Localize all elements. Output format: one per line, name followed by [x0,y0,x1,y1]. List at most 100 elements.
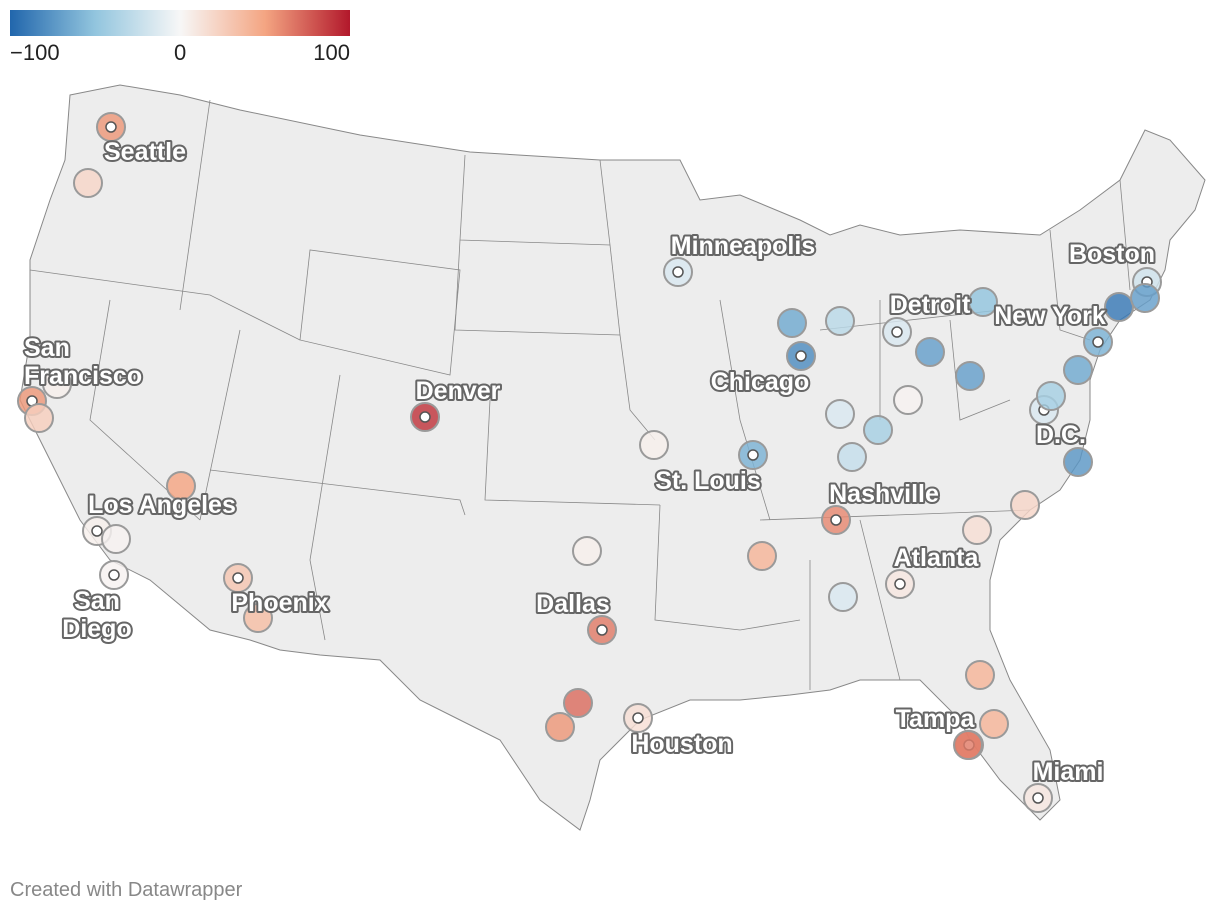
city-center-dot [596,624,608,636]
city-label-seattle: Seattle [104,138,186,166]
city-circle[interactable] [825,399,855,429]
city-marker-miami[interactable] [1023,783,1053,813]
city-marker-city-44[interactable] [828,582,858,612]
city-circle[interactable] [828,582,858,612]
city-marker-city-27[interactable] [777,308,807,338]
city-circle[interactable] [863,415,893,445]
legend-max-label: 100 [313,40,350,65]
city-circle[interactable] [955,361,985,391]
city-circle[interactable] [837,442,867,472]
city-marker-denver[interactable] [410,402,440,432]
city-marker-city-39[interactable] [1036,381,1066,411]
city-circle[interactable] [1104,292,1134,322]
city-label-d-c: D.C. [1036,421,1086,449]
city-center-dot [891,326,903,338]
city-marker-city-31[interactable] [893,385,923,415]
city-circle[interactable] [747,541,777,571]
city-circle[interactable] [243,603,273,633]
color-legend: −100 0 100 [10,10,350,65]
city-circle[interactable] [825,306,855,336]
city-marker-city-38[interactable] [1063,355,1093,385]
city-marker-city-26[interactable] [747,541,777,571]
city-marker-city-23[interactable] [101,524,131,554]
city-marker-city-48[interactable] [563,688,593,718]
city-marker-city-21[interactable] [24,403,54,433]
city-marker-city-22[interactable] [166,471,196,501]
city-label-new-york: New York [994,302,1106,330]
city-marker-city-47[interactable] [545,712,575,742]
city-circle[interactable] [42,369,72,399]
city-circle[interactable] [545,712,575,742]
city-marker-city-28[interactable] [825,306,855,336]
city-marker-minneapolis[interactable] [663,257,693,287]
city-marker-st-louis[interactable] [738,440,768,470]
city-circle[interactable] [893,385,923,415]
city-circle[interactable] [101,524,131,554]
city-marker-city-43[interactable] [965,660,995,690]
city-marker-city-29[interactable] [915,337,945,367]
city-marker-seattle[interactable] [96,112,126,142]
city-center-dot [1092,336,1104,348]
city-label-san-francisco: San Francisco [24,334,142,390]
city-circle[interactable] [1130,283,1160,313]
city-marker-city-46[interactable] [979,709,1009,739]
city-marker-city-35[interactable] [955,361,985,391]
city-label-phoenix: Phoenix [231,589,328,617]
city-circle[interactable] [24,403,54,433]
city-circle[interactable] [1010,490,1040,520]
city-marker-phoenix[interactable] [223,563,253,593]
city-circle[interactable] [962,515,992,545]
city-center-dot [91,525,103,537]
city-circle[interactable] [572,536,602,566]
city-marker-city-19[interactable] [73,168,103,198]
city-label-minneapolis: Minneapolis [671,232,815,260]
city-label-san-diego: San Diego [62,587,131,643]
city-marker-city-25[interactable] [572,536,602,566]
city-label-denver: Denver [416,377,501,405]
city-marker-city-33[interactable] [863,415,893,445]
city-circle[interactable] [965,660,995,690]
city-marker-city-45[interactable] [639,430,669,460]
city-marker-houston[interactable] [623,703,653,733]
city-marker-detroit[interactable] [882,317,912,347]
city-marker-new-york[interactable] [1083,327,1113,357]
city-circle[interactable] [953,730,983,760]
city-marker-city-37[interactable] [1130,283,1160,313]
city-circle[interactable] [563,688,593,718]
city-circle[interactable] [73,168,103,198]
city-marker-nashville[interactable] [821,505,851,535]
city-circle[interactable] [639,430,669,460]
city-circle[interactable] [915,337,945,367]
city-circle[interactable] [1063,447,1093,477]
city-circle[interactable] [777,308,807,338]
city-label-atlanta: Atlanta [894,544,980,572]
city-marker-city-24[interactable] [243,603,273,633]
city-marker-dallas[interactable] [587,615,617,645]
city-marker-san-diego[interactable] [99,560,129,590]
city-center-dot [747,449,759,461]
city-label-chicago: Chicago [711,368,810,396]
city-marker-city-49[interactable] [953,730,983,760]
city-marker-city-41[interactable] [1010,490,1040,520]
us-outline [19,84,1206,831]
city-marker-city-30[interactable] [968,287,998,317]
city-marker-city-32[interactable] [825,399,855,429]
city-label-los-angeles: Los Angeles [88,491,236,519]
city-circle[interactable] [979,709,1009,739]
city-circle[interactable] [1063,355,1093,385]
city-marker-city-36[interactable] [1104,292,1134,322]
city-marker-city-42[interactable] [962,515,992,545]
city-circle[interactable] [968,287,998,317]
state-borders [29,99,1131,690]
city-marker-city-34[interactable] [837,442,867,472]
city-center-dot [672,266,684,278]
city-marker-city-40[interactable] [1063,447,1093,477]
city-marker-atlanta[interactable] [885,569,915,599]
city-circle[interactable] [1036,381,1066,411]
city-marker-city-20[interactable] [42,369,72,399]
us-land [19,84,1206,831]
legend-gradient-bar [10,10,350,36]
city-circle[interactable] [166,471,196,501]
city-marker-chicago[interactable] [786,341,816,371]
